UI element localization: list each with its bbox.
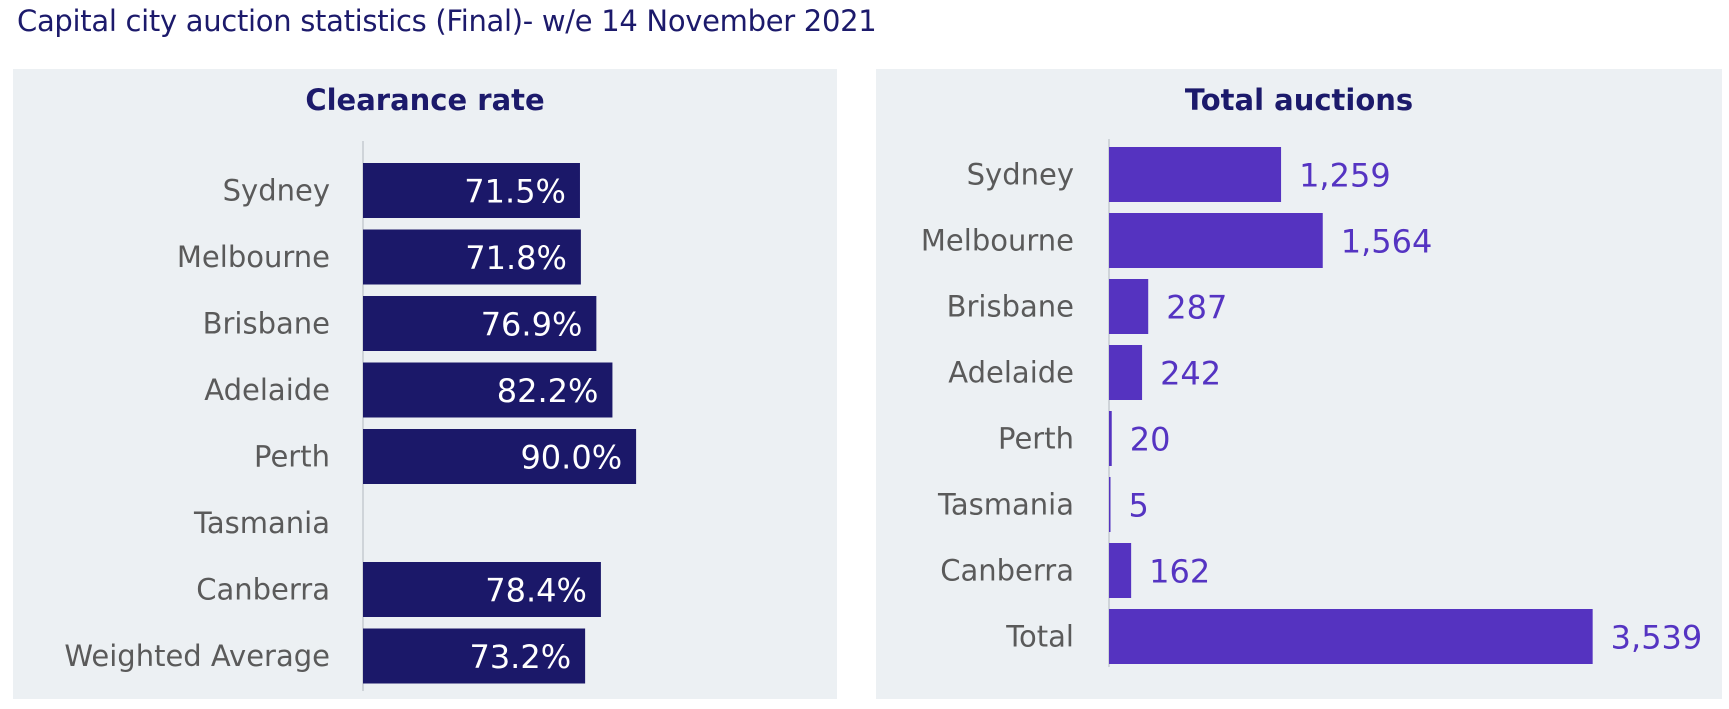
category-label-melbourne: Melbourne <box>177 240 330 274</box>
category-label-melbourne: Melbourne <box>921 224 1074 258</box>
category-label-tasmania: Tasmania <box>193 506 330 540</box>
data-label-melbourne: 71.8% <box>465 239 567 277</box>
total-auctions-chart: Sydney 1,259 Melbourne 1,564 Brisbane 287 Adel… <box>921 139 1703 667</box>
bar-brisbane <box>363 296 597 351</box>
clearance-rate-title: Clearance rate <box>305 83 545 117</box>
bar-adelaide <box>1109 345 1143 400</box>
category-label-total: Total <box>1005 620 1074 654</box>
total-auctions-title: Total auctions <box>1184 83 1414 117</box>
total-auctions-panel: Total auctions Sydney 1,259 Melbourne 1,564… <box>876 69 1722 699</box>
category-label-adelaide: Adelaide <box>204 373 330 407</box>
data-label-total: 3,539 <box>1611 619 1703 657</box>
bar-brisbane <box>1109 279 1149 334</box>
category-label-canberra: Canberra <box>940 554 1074 588</box>
category-label-perth: Perth <box>254 440 330 474</box>
category-label-adelaide: Adelaide <box>948 356 1074 390</box>
bar-sydney <box>1109 147 1282 202</box>
category-label-brisbane: Brisbane <box>203 307 330 341</box>
data-label-perth: 20 <box>1130 421 1171 459</box>
data-label-adelaide: 82.2% <box>497 372 599 410</box>
bar-weighted-average <box>363 628 586 684</box>
clearance-rate-chart: Sydney 71.5% Melbourne 71.8% Brisbane 76.9% Ad… <box>64 141 637 691</box>
data-label-sydney: 71.5% <box>464 173 566 211</box>
data-label-brisbane: 287 <box>1166 289 1227 327</box>
bar-melbourne <box>1109 213 1323 268</box>
data-label-weighted-average: 73.2% <box>469 638 571 676</box>
data-label-perth: 90.0% <box>520 439 622 477</box>
bar-sydney <box>363 163 580 218</box>
category-label-canberra: Canberra <box>196 573 330 607</box>
category-label-weighted-average: Weighted Average <box>64 639 330 673</box>
category-label-tasmania: Tasmania <box>937 488 1074 522</box>
bar-tasmania <box>1109 477 1111 532</box>
bar-total <box>1109 609 1593 664</box>
category-label-sydney: Sydney <box>223 174 330 208</box>
data-label-melbourne: 1,564 <box>1341 223 1433 261</box>
bar-melbourne <box>363 229 581 285</box>
bar-canberra <box>363 562 601 617</box>
bar-adelaide <box>363 362 613 418</box>
bar-perth <box>363 429 637 484</box>
category-label-brisbane: Brisbane <box>947 290 1074 324</box>
page-title: Capital city auction statistics (Final)-… <box>17 4 877 38</box>
bar-canberra <box>1109 543 1132 598</box>
data-label-adelaide: 242 <box>1160 355 1221 393</box>
data-label-sydney: 1,259 <box>1299 157 1391 195</box>
data-label-tasmania: 5 <box>1129 487 1149 525</box>
bar-perth <box>1109 411 1112 466</box>
category-label-sydney: Sydney <box>967 158 1074 192</box>
clearance-rate-panel: Clearance rate Sydney 71.5% Melbourne 71.8%… <box>13 69 837 699</box>
data-label-canberra: 162 <box>1149 553 1210 591</box>
data-label-canberra: 78.4% <box>485 572 587 610</box>
data-label-brisbane: 76.9% <box>481 306 583 344</box>
category-label-perth: Perth <box>998 422 1074 456</box>
